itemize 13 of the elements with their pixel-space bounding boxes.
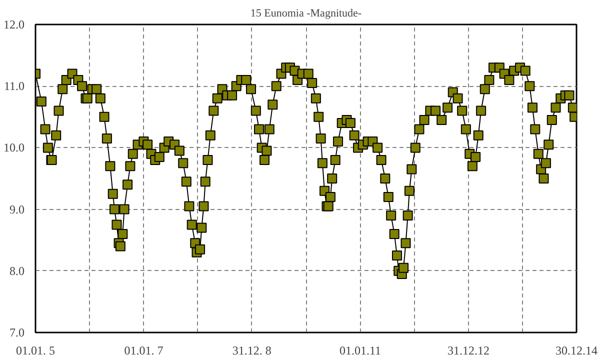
x-tick-label: 31.12.12	[447, 344, 490, 358]
y-tick-label: 8.0	[10, 264, 24, 278]
y-tick-label: 12.0	[4, 18, 24, 32]
chart-title: 15 Eunomia -Magnitude-	[250, 8, 362, 20]
x-tick-label: 01.01. 7	[124, 344, 164, 358]
x-tick-label: 31.12. 8	[232, 344, 272, 358]
x-tick-label: 01.01. 5	[16, 344, 55, 358]
x-tick-label: 30.12.14	[556, 344, 598, 358]
y-tick-label: 11.0	[4, 79, 25, 94]
x-tick-label: 01.01.11	[339, 344, 382, 358]
y-tick-label: 9.0	[10, 202, 24, 216]
y-tick-label: 10.0	[4, 140, 24, 155]
y-tick-label: 7.0	[10, 326, 24, 340]
